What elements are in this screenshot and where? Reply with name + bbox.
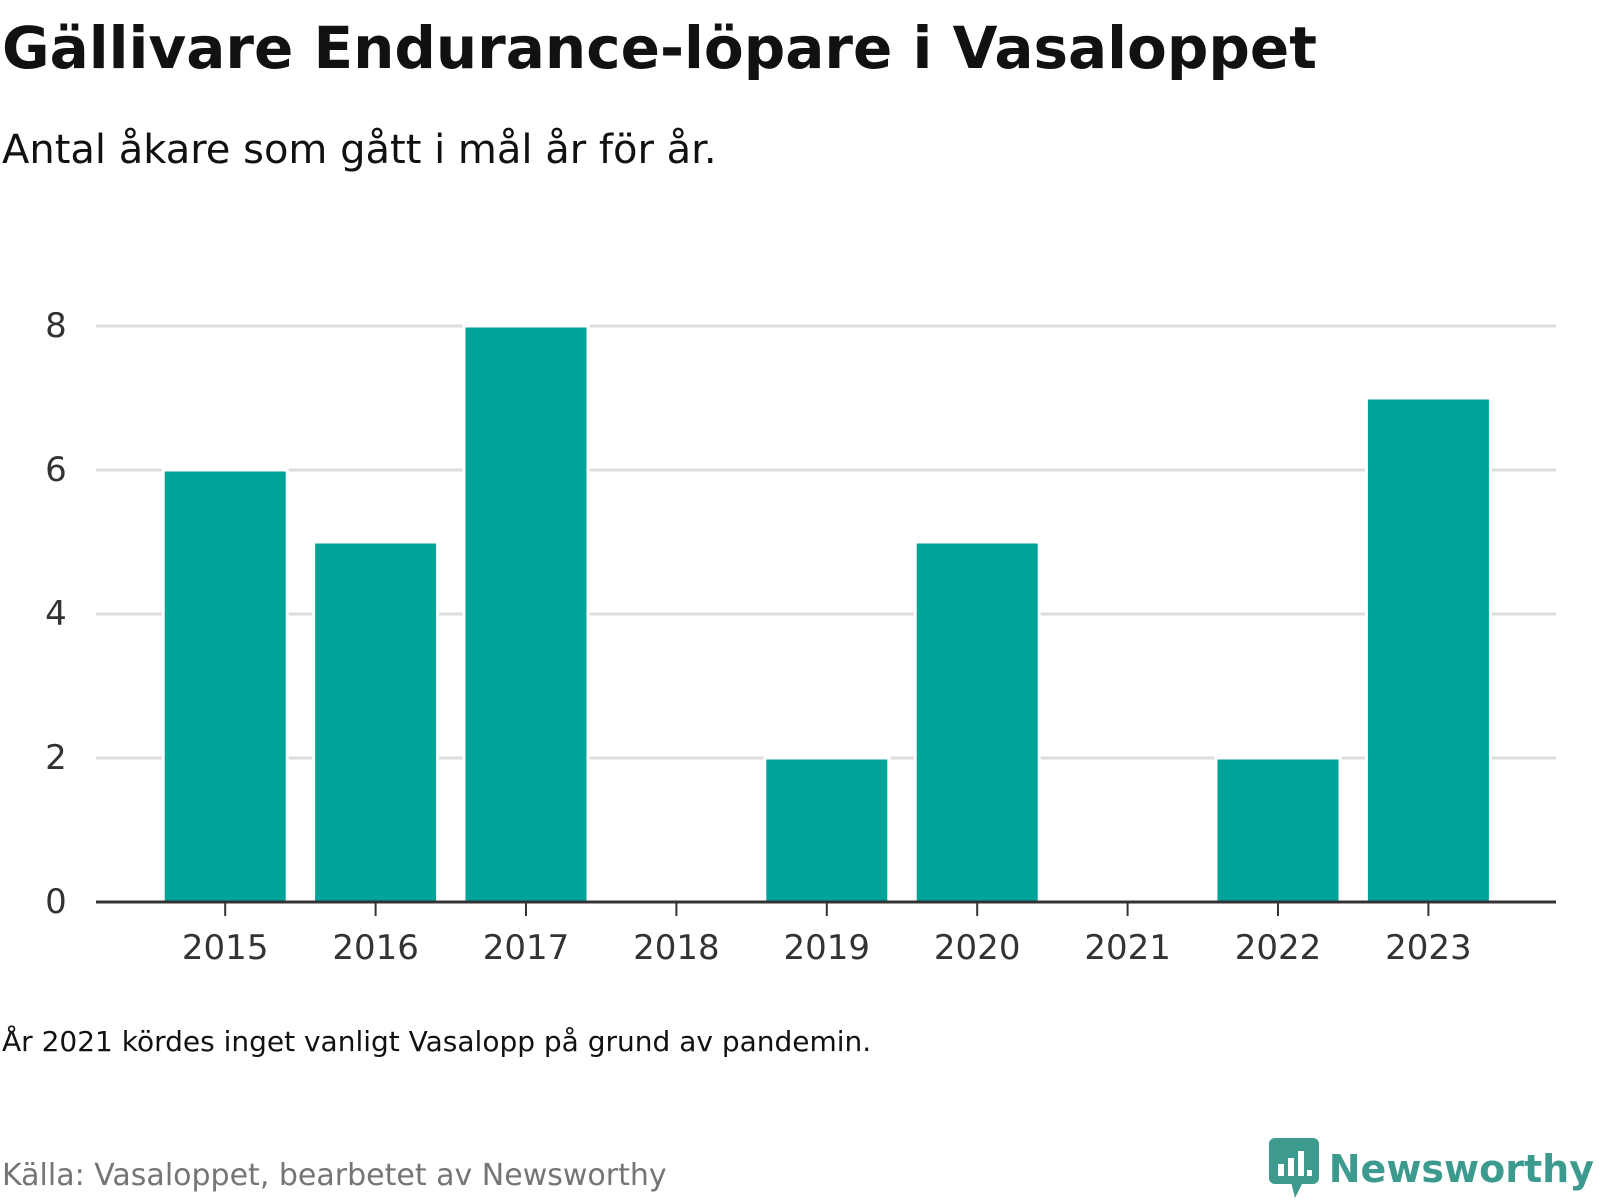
y-tick-label: 2 — [45, 738, 67, 778]
y-tick-label: 8 — [45, 306, 67, 346]
x-tick-label: 2021 — [1084, 928, 1171, 968]
y-tick-label: 6 — [45, 450, 67, 490]
brand-name: Newsworthy — [1328, 1147, 1594, 1191]
chart-note: År 2021 kördes inget vanligt Vasalopp på… — [2, 1025, 872, 1058]
y-tick-label: 4 — [45, 594, 67, 634]
bar-2017 — [462, 324, 590, 904]
bar-2020 — [913, 540, 1041, 904]
chart-subtitle: Antal åkare som gått i mål år för år. — [2, 127, 717, 173]
bar-2016 — [312, 540, 440, 904]
x-tick-label: 2015 — [182, 928, 269, 968]
x-tick-label: 2017 — [483, 928, 570, 968]
bar-2019 — [763, 756, 891, 904]
x-tick-label: 2018 — [633, 928, 720, 968]
bar-2015 — [161, 468, 289, 904]
newsworthy-logo[interactable]: Newsworthy — [1268, 1138, 1594, 1200]
chart-title: Gällivare Endurance-löpare i Vasaloppet — [2, 14, 1317, 82]
x-tick-label: 2019 — [784, 928, 871, 968]
bar-chart-speech-bubble-icon — [1268, 1138, 1319, 1198]
source-credit: Källa: Vasaloppet, bearbetet av Newswort… — [2, 1158, 667, 1193]
bar-2023 — [1364, 396, 1492, 904]
axes: 0 2 4 6 8 2015 2016 2017 2018 2019 2020 2021 2022 202… — [45, 306, 1556, 968]
bar-2022 — [1214, 756, 1342, 904]
y-tick-label: 0 — [45, 882, 67, 922]
bar-chart: 0 2 4 6 8 2015 2016 2017 2018 2019 2020 2021 2022 202… — [45, 306, 1556, 968]
x-tick-label: 2023 — [1385, 928, 1472, 968]
x-tick-label: 2020 — [934, 928, 1021, 968]
x-tick-label: 2016 — [332, 928, 419, 968]
x-tick-label: 2022 — [1235, 928, 1322, 968]
